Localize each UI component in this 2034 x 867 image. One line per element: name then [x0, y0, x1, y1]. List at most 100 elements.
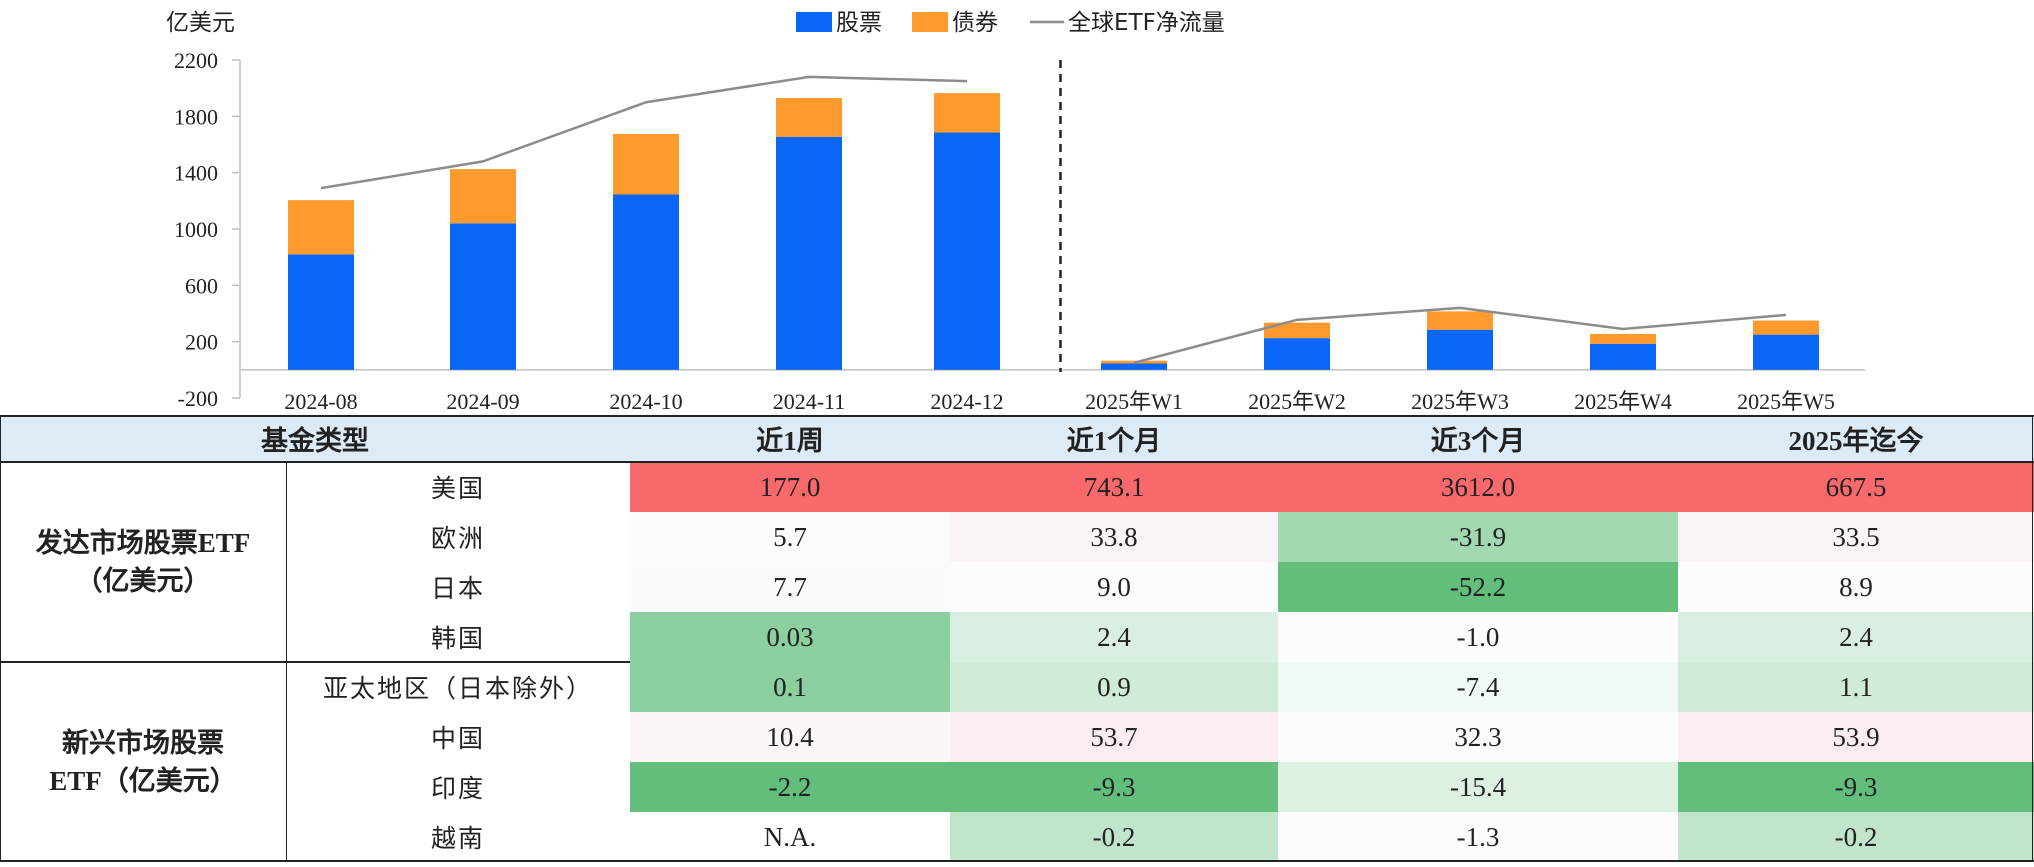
y-tick-label: -200: [178, 386, 218, 411]
legend-label-line: 全球ETF净流量: [1068, 10, 1225, 36]
group-label-line2: （亿美元）: [75, 566, 211, 596]
x-tick-label: 2025年W3: [1411, 389, 1509, 414]
table-cell: -9.3: [1678, 762, 2034, 812]
x-tick-label: 2025年W4: [1574, 389, 1672, 414]
y-tick-label: 2200: [174, 48, 218, 73]
table-cell: 0.03: [630, 612, 950, 662]
x-tick-label: 2024-09: [446, 389, 519, 414]
row-label: 美国: [430, 474, 485, 503]
etf-flow-chart: -200 200 600 1000 1400 1800 2200 亿美元 2024-08 2024…: [166, 10, 1865, 414]
bar-stock: [613, 194, 679, 370]
group-label: 新兴市场股票 ETF（亿美元）: [0, 662, 286, 862]
group-divider: [0, 661, 630, 663]
table-header-band: [0, 415, 2034, 462]
group-label-line1: 新兴市场股票: [62, 728, 224, 758]
header-ytd: 2025年迄今: [1788, 426, 1924, 456]
bar-stock: [776, 136, 842, 370]
y-tick-label: 1000: [174, 217, 218, 242]
row-label: 印度: [430, 774, 485, 803]
header-bottom-border: [0, 461, 2034, 463]
table-cell: 667.5: [1678, 462, 2034, 512]
row-label: 越南: [430, 824, 485, 853]
x-tick-label: 2024-12: [930, 389, 1003, 414]
table-cell: 53.9: [1678, 712, 2034, 762]
x-tick-label: 2025年W5: [1737, 389, 1835, 414]
table-cell: -15.4: [1278, 762, 1678, 812]
table-top-border: [0, 415, 2034, 417]
table-cell: 0.1: [630, 662, 950, 712]
table-cell: 33.5: [1678, 512, 2034, 562]
y-tick-label: 1400: [174, 161, 218, 186]
table-cell: 32.3: [1278, 712, 1678, 762]
bar-bond: [1264, 322, 1330, 339]
x-tick-label: 2024-10: [609, 389, 682, 414]
table-cell: 33.8: [950, 512, 1278, 562]
header-1-month: 近1个月: [1066, 426, 1162, 456]
table-cell: 5.7: [630, 512, 950, 562]
table-cell: -1.3: [1278, 812, 1678, 862]
header-1-week: 近1周: [756, 426, 824, 456]
bar-stock: [450, 223, 516, 370]
table-cell: -7.4: [1278, 662, 1678, 712]
table-cell: 0.9: [950, 662, 1278, 712]
table-cell: 2.4: [950, 612, 1278, 662]
table-cell: -2.2: [630, 762, 950, 812]
group-label: 发达市场股票ETF （亿美元）: [0, 462, 286, 662]
bar-bond: [776, 98, 842, 137]
header-fund-type: 基金类型: [261, 426, 369, 456]
legend-label-bond: 债券: [952, 10, 998, 36]
y-tick-label: 1800: [174, 104, 218, 129]
legend-swatch-bond: [912, 12, 948, 32]
y-tick-label: 200: [185, 330, 218, 355]
y-unit-label: 亿美元: [166, 10, 235, 36]
table-cell: 3612.0: [1278, 462, 1678, 512]
bar-stock: [1101, 363, 1167, 370]
table-cell: 743.1: [950, 462, 1278, 512]
bar-stock: [288, 254, 354, 370]
bar-stock: [934, 132, 1000, 370]
x-tick-label: 2025年W2: [1248, 389, 1346, 414]
row-label: 欧洲: [430, 524, 485, 553]
table-cell: -0.2: [950, 812, 1278, 862]
table-left-border: [0, 415, 1, 862]
bar-bond: [450, 169, 516, 224]
table-cell: -52.2: [1278, 562, 1678, 612]
row-label: 亚太地区（日本除外）: [322, 674, 593, 703]
bar-bond: [613, 133, 679, 195]
row-label: 日本: [430, 574, 485, 603]
bar-bond: [288, 200, 354, 255]
bar-bond: [934, 93, 1000, 133]
legend-swatch-stock: [796, 12, 832, 32]
bar-stock: [1427, 329, 1493, 370]
table-cell: 9.0: [950, 562, 1278, 612]
table-cell: -0.2: [1678, 812, 2034, 862]
header-3-months: 近3个月: [1430, 426, 1526, 456]
bar-bond: [1753, 320, 1819, 335]
x-tick-label: 2024-11: [773, 389, 846, 414]
bar-stock: [1264, 338, 1330, 370]
table-cell: 177.0: [630, 462, 950, 512]
table-cell: 53.7: [950, 712, 1278, 762]
table-cell: 8.9: [1678, 562, 2034, 612]
table-cell: -31.9: [1278, 512, 1678, 562]
bar-stock: [1753, 334, 1819, 370]
table-cell: 7.7: [630, 562, 950, 612]
bar-stock: [1590, 343, 1656, 370]
table-cell: 1.1: [1678, 662, 2034, 712]
table-cell: -1.0: [1278, 612, 1678, 662]
y-tick-label: 600: [185, 273, 218, 298]
row-label: 韩国: [430, 624, 485, 653]
row-label: 中国: [430, 724, 485, 753]
bar-bond: [1590, 333, 1656, 344]
table-cell: N.A.: [630, 812, 950, 862]
x-tick-label: 2025年W1: [1085, 389, 1183, 414]
x-tick-label: 2024-08: [284, 389, 357, 414]
bar-bond: [1427, 311, 1493, 330]
table-cell: 2.4: [1678, 612, 2034, 662]
group-label-line1: 发达市场股票ETF: [35, 528, 251, 558]
legend-label-stock: 股票: [836, 10, 882, 36]
table-right-border: [2032, 415, 2033, 862]
table-cell: 10.4: [630, 712, 950, 762]
etf-flow-table: 基金类型 近1周 近1个月 近3个月 2025年迄今美国 177.0 743.1 3612.0…: [0, 415, 2034, 867]
table-cell: -9.3: [950, 762, 1278, 812]
